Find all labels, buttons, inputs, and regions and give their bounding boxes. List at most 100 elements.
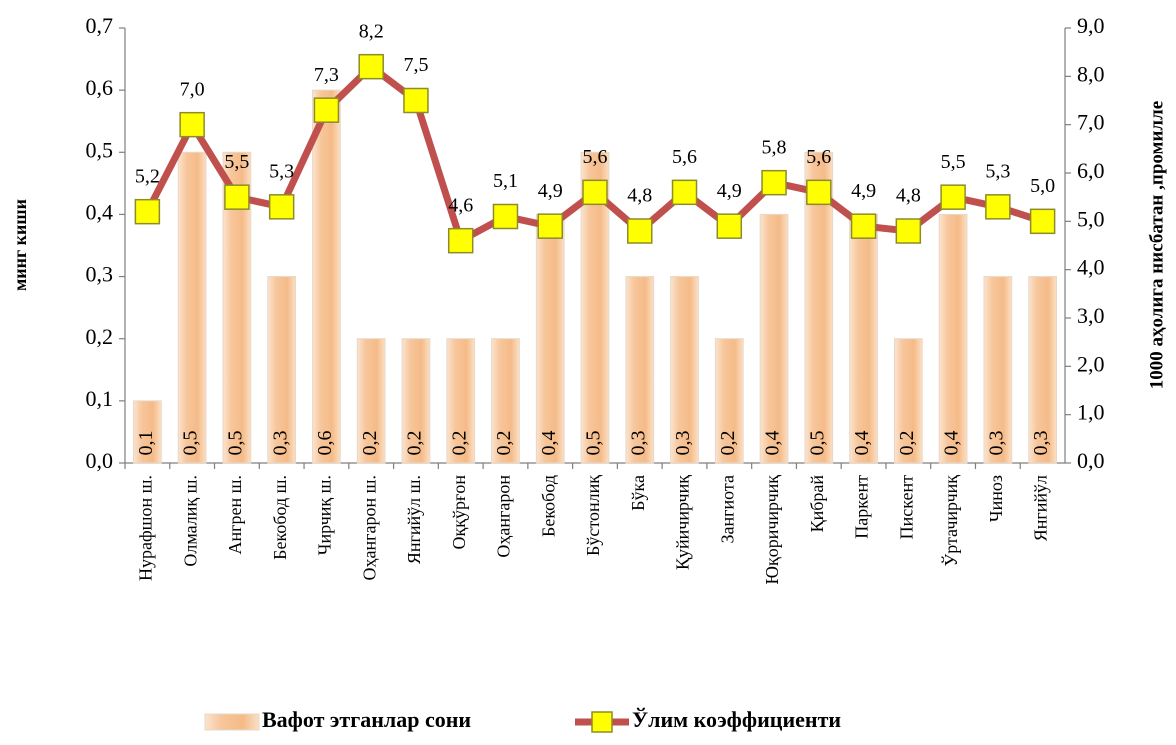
y2-tick-label: 1,0 — [1077, 400, 1105, 425]
y-tick-label: 0,7 — [86, 13, 114, 38]
line-value-label: 4,8 — [896, 185, 921, 207]
bar-value-label: 0,2 — [404, 431, 426, 456]
line-value-label: 4,6 — [448, 194, 473, 216]
bar — [714, 338, 744, 464]
line-value-label: 5,2 — [135, 165, 160, 187]
line-marker — [671, 179, 698, 206]
x-tick-label: Янгийўл — [1031, 475, 1051, 541]
y2-tick-label: 7,0 — [1077, 110, 1105, 135]
bar-value-label: 0,6 — [314, 431, 336, 456]
bar — [491, 338, 520, 464]
y-tick-label: 0,4 — [86, 199, 114, 224]
x-tick-label: Паркент — [852, 475, 872, 539]
y-tick-label: 0,6 — [86, 75, 114, 100]
line-value-label: 4,9 — [538, 180, 563, 202]
bar — [535, 213, 565, 464]
x-tick-label: Бўстонлиқ — [583, 475, 603, 556]
bar-value-label: 0,3 — [269, 431, 291, 456]
y2-tick-label: 6,0 — [1077, 158, 1105, 183]
line-marker — [268, 194, 295, 220]
line-value-label: 5,5 — [941, 151, 966, 173]
line-marker — [940, 184, 966, 210]
bar-value-label: 0,2 — [493, 431, 515, 456]
y2-tick-label: 8,0 — [1077, 61, 1105, 86]
x-tick-label: Бўка — [628, 475, 648, 511]
line-value-label: 7,3 — [314, 64, 339, 86]
bar-value-label: 0,4 — [538, 431, 560, 456]
line-marker — [806, 179, 832, 206]
bar-value-label: 0,2 — [448, 431, 470, 456]
line-marker — [537, 213, 563, 239]
bar — [133, 400, 162, 464]
y-tick-label: 0,1 — [86, 386, 114, 411]
line-marker — [850, 213, 877, 239]
line-marker — [313, 97, 340, 123]
bar — [177, 151, 207, 464]
bar-value-label: 0,4 — [851, 431, 873, 456]
y2-axis-label: 1000 аҳолига нисбатан ,промилле — [1146, 101, 1167, 389]
line-value-label: 5,3 — [269, 160, 294, 182]
bar-value-label: 0,5 — [583, 431, 605, 456]
x-tick-label: Чиноз — [986, 475, 1006, 522]
line-value-label: 4,9 — [851, 180, 876, 202]
bar — [312, 89, 341, 464]
line-value-label: 5,8 — [762, 136, 787, 158]
bar-value-label: 0,2 — [896, 431, 918, 456]
legend-marker — [591, 711, 613, 733]
bar — [983, 276, 1013, 464]
legend-label: Ўлим коэффициенти — [632, 707, 841, 732]
y2-tick-label: 4,0 — [1077, 255, 1105, 280]
line-marker — [895, 218, 922, 244]
x-tick-label: Юқоричирчиқ — [762, 475, 782, 585]
line-marker — [492, 203, 519, 230]
bar-value-label: 0,5 — [224, 431, 246, 456]
x-tick-label: Оҳангарон ш. — [359, 475, 379, 581]
line-value-label: 4,8 — [627, 185, 652, 207]
line-marker — [179, 111, 205, 138]
line-marker — [761, 169, 787, 196]
bar — [759, 213, 789, 464]
x-tick-label: Ўртачирчиқ — [940, 475, 961, 567]
x-tick-label: Пискент — [896, 475, 916, 540]
line-marker — [447, 227, 474, 254]
bar — [446, 338, 476, 464]
bar — [1028, 276, 1057, 464]
bar-value-label: 0,3 — [672, 431, 694, 456]
x-tick-label: Олмалиқ ш. — [180, 475, 200, 567]
x-tick-label: Зангиота — [717, 475, 737, 544]
x-tick-label: Янгийўл ш. — [404, 475, 424, 564]
y-tick-label: 0,3 — [86, 262, 114, 287]
bar — [670, 276, 699, 464]
y2-tick-label: 0,0 — [1077, 448, 1105, 473]
y2-tick-label: 9,0 — [1077, 13, 1105, 38]
bar-value-label: 0,2 — [717, 431, 739, 456]
line-value-label: 7,0 — [180, 78, 205, 100]
line-marker — [716, 213, 743, 239]
bar-value-label: 0,4 — [762, 431, 784, 456]
line-value-label: 5,6 — [806, 146, 831, 168]
x-tick-label: Қуйичирчиқ — [673, 475, 693, 570]
bar-value-label: 0,2 — [359, 431, 381, 456]
y2-tick-label: 3,0 — [1077, 303, 1105, 328]
bar-value-label: 0,3 — [1030, 431, 1052, 456]
x-tick-label: Бекобод ш. — [270, 475, 290, 560]
x-tick-label: Ангрен ш. — [225, 475, 245, 555]
line-value-label: 5,3 — [985, 160, 1010, 182]
line-value-label: 5,6 — [583, 146, 608, 168]
bar — [849, 213, 878, 464]
line-value-label: 5,1 — [493, 170, 518, 192]
line-marker — [985, 194, 1011, 220]
bar — [938, 213, 968, 464]
line-marker — [403, 87, 429, 114]
x-tick-label: Нурафшон ш. — [136, 475, 156, 581]
line-value-label: 7,5 — [403, 54, 428, 76]
bar-value-label: 0,3 — [985, 431, 1007, 456]
y2-tick-label: 5,0 — [1077, 206, 1105, 231]
line-value-label: 5,0 — [1030, 175, 1055, 197]
line-value-label: 5,6 — [672, 146, 697, 168]
legend-swatch — [204, 713, 260, 731]
line-marker — [582, 179, 608, 206]
x-tick-label: Чирчиқ ш. — [315, 475, 335, 555]
line-marker — [627, 218, 653, 244]
